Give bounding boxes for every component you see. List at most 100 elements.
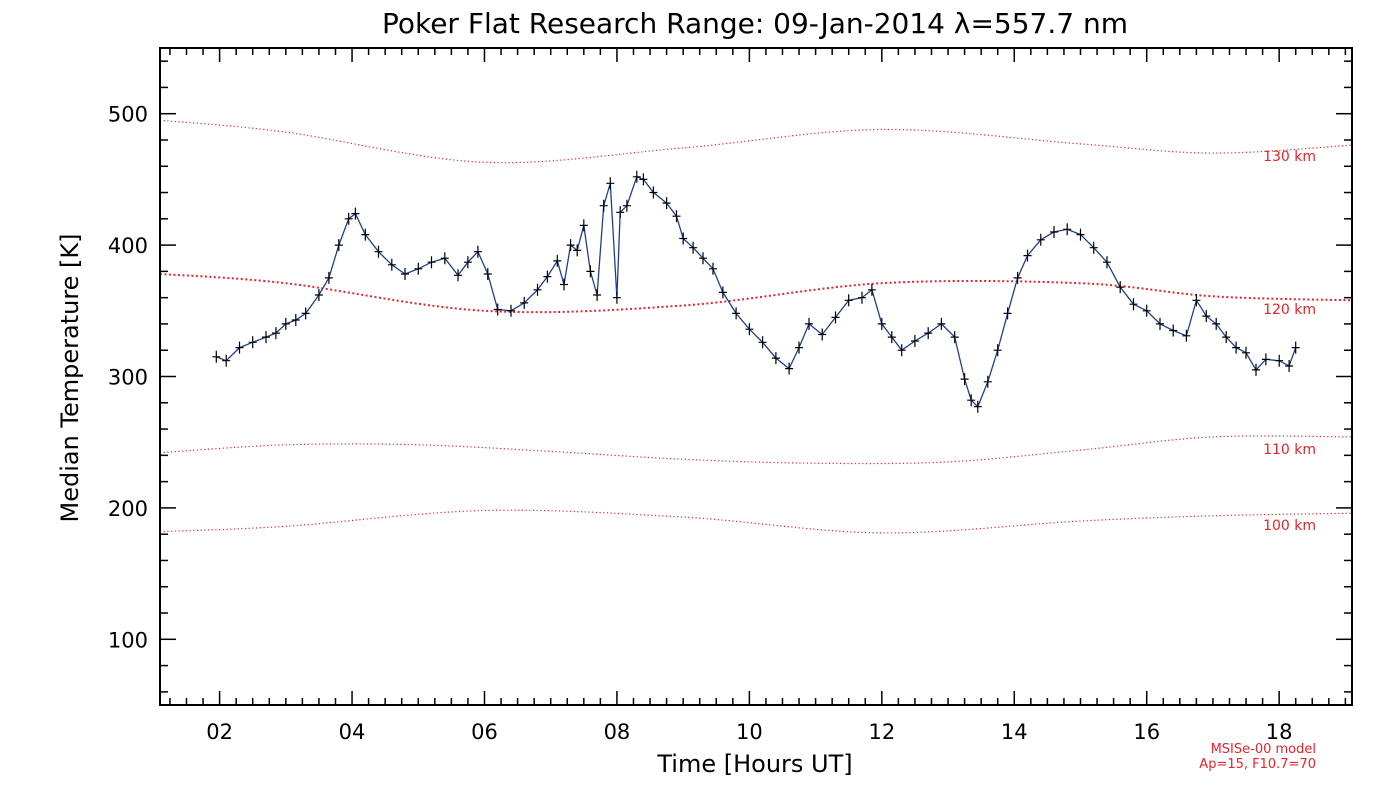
- data-point: [314, 289, 323, 301]
- data-point: [454, 269, 462, 282]
- data-point: [593, 289, 602, 301]
- data-point: [699, 252, 707, 265]
- model-note-line1: MSISe-00 model: [1211, 742, 1316, 757]
- data-point: [1116, 281, 1125, 294]
- data-point: [560, 278, 568, 291]
- data-point: [858, 291, 866, 304]
- data-point: [543, 270, 552, 283]
- data-point: [771, 352, 780, 365]
- data-point: [1192, 294, 1201, 307]
- y-axis-label: Median Temperature [K]: [56, 233, 84, 522]
- data-point: [1142, 304, 1151, 317]
- data-point: [533, 283, 542, 296]
- x-tick-label: 14: [1001, 720, 1028, 744]
- data-point: [427, 256, 436, 269]
- data-point: [606, 177, 615, 190]
- data-point: [1242, 346, 1250, 359]
- data-point: [440, 252, 449, 265]
- data-point: [507, 304, 515, 317]
- data-point: [520, 296, 529, 309]
- data-point: [1252, 363, 1260, 376]
- chart-title: Poker Flat Research Range: 09-Jan-2014 λ…: [382, 7, 1128, 40]
- data-point: [1050, 226, 1058, 238]
- plot-border: [159, 47, 1353, 706]
- data-point: [361, 228, 370, 241]
- model-curve-130km: [159, 119, 1353, 164]
- y-tick-label: 200: [108, 497, 148, 521]
- data-point: [967, 394, 976, 407]
- data-point: [473, 245, 482, 258]
- data-point: [291, 314, 300, 326]
- data-point: [616, 206, 625, 219]
- data-point: [662, 197, 671, 210]
- data-point: [1169, 324, 1178, 337]
- data-point: [1156, 317, 1164, 330]
- data-point: [867, 283, 876, 296]
- data-point: [235, 341, 244, 354]
- data-point: [579, 219, 588, 232]
- data-point: [1261, 353, 1270, 366]
- data-point: [689, 241, 698, 254]
- plot-frame: [159, 47, 1353, 706]
- data-point: [401, 268, 409, 280]
- y-tick-label: 500: [108, 103, 148, 127]
- data-point: [374, 245, 383, 258]
- data-point: [1103, 256, 1111, 269]
- data-point: [387, 258, 396, 271]
- data-point: [732, 307, 741, 320]
- data-point: [566, 239, 575, 252]
- data-point: [983, 375, 992, 388]
- data-point: [745, 323, 754, 336]
- data-point: [897, 344, 906, 357]
- model-label-110km: 110 km: [1263, 442, 1316, 458]
- data-point: [344, 212, 353, 225]
- y-tick-label: 300: [108, 366, 148, 390]
- data-point: [1182, 329, 1191, 342]
- data-point: [1063, 223, 1072, 236]
- data-point: [1129, 298, 1138, 311]
- data-point: [950, 331, 959, 344]
- data-point: [1089, 241, 1098, 254]
- data-point: [1023, 249, 1032, 262]
- data-point: [351, 207, 360, 220]
- x-tick-label: 04: [339, 720, 366, 744]
- model-label-100km: 100 km: [1263, 518, 1316, 534]
- data-point: [805, 317, 813, 330]
- data-point: [887, 331, 896, 344]
- x-tick-label: 02: [206, 720, 233, 744]
- data-point: [924, 327, 933, 340]
- x-tick-label: 06: [471, 720, 498, 744]
- data-point: [622, 199, 631, 212]
- data-point: [1275, 354, 1284, 367]
- data-point: [1222, 331, 1231, 344]
- model-note-line2: Ap=15, F10.7=70: [1199, 757, 1316, 772]
- data-point: [281, 317, 290, 330]
- data-point: [960, 373, 969, 386]
- data-series: [212, 170, 1300, 413]
- data-point: [1291, 341, 1300, 354]
- y-tick-label: 100: [108, 628, 148, 652]
- data-point: [718, 286, 727, 299]
- model-labels: 130 km 120 km 110 km 100 km: [1263, 149, 1316, 534]
- data-point: [599, 199, 608, 212]
- data-point: [271, 327, 280, 340]
- axis-ticks: 02 04 06 08 10 12 14 16 18 100 200 300 400 500: [108, 48, 1352, 744]
- x-tick-label: 16: [1133, 720, 1160, 744]
- temperature-line: [216, 175, 1297, 408]
- data-point: [212, 350, 221, 363]
- data-point: [1036, 233, 1045, 246]
- data-point: [612, 291, 621, 304]
- x-axis-label: Time [Hours UT]: [656, 750, 852, 778]
- x-tick-label: 08: [604, 720, 631, 744]
- data-point: [324, 271, 333, 284]
- data-point: [973, 400, 982, 413]
- data-point: [877, 317, 886, 330]
- x-tick-label: 18: [1266, 720, 1293, 744]
- data-point: [1076, 228, 1085, 241]
- model-curve-100km: [159, 509, 1353, 534]
- data-point: [795, 341, 803, 354]
- data-point: [1285, 360, 1294, 372]
- data-point: [493, 303, 502, 316]
- x-tick-label: 12: [868, 720, 895, 744]
- data-point: [993, 344, 1002, 357]
